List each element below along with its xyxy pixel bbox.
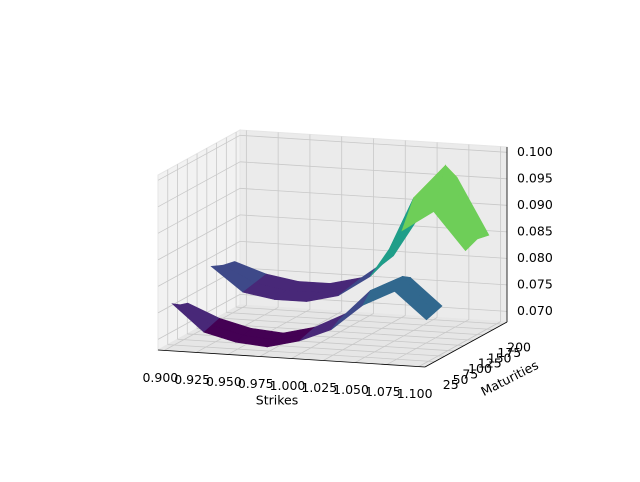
axis-line <box>157 349 426 368</box>
grid-line <box>157 214 241 261</box>
grid-line <box>239 240 508 259</box>
z-tick-label: 0.090 <box>517 197 553 212</box>
z-tick-label: 0.095 <box>517 170 553 185</box>
grid-line <box>206 322 474 341</box>
grid-line <box>157 134 241 181</box>
x-tick-label: 0.975 <box>238 376 274 391</box>
grid-line <box>167 344 435 363</box>
y-tick-label: 150 <box>488 350 512 365</box>
z-tick-label: 0.100 <box>517 144 553 159</box>
x-axis-label: Strikes <box>256 393 298 408</box>
x-tick-label: 1.100 <box>397 386 433 401</box>
grid-line <box>239 267 508 286</box>
y-tick-label: 50 <box>453 372 469 387</box>
grid-line <box>236 306 504 325</box>
z-tick-label: 0.080 <box>517 250 553 265</box>
x-tick-label: 1.025 <box>301 380 337 395</box>
z-tick-label: 0.070 <box>517 303 553 318</box>
y-tick-label: 100 <box>468 361 492 376</box>
x-tick-label: 0.950 <box>206 374 242 389</box>
surface-face <box>433 164 478 252</box>
x-tick-label: 1.000 <box>270 378 306 393</box>
x-tick-label: 1.050 <box>333 382 369 397</box>
grid-line <box>216 317 484 336</box>
axis-line <box>424 321 508 368</box>
y-tick-label: 25 <box>443 377 459 392</box>
y-tick-label: 200 <box>507 340 531 355</box>
grid-line <box>157 187 241 234</box>
x-tick-label: 1.075 <box>365 384 401 399</box>
y-tick-label: 175 <box>497 345 521 360</box>
y-tick-label: 125 <box>478 356 502 371</box>
z-tick-label: 0.075 <box>517 276 553 291</box>
grid-line <box>239 134 508 153</box>
x-tick-label: 0.900 <box>142 370 178 385</box>
grid-line <box>177 338 445 357</box>
z-tick-label: 0.085 <box>517 223 553 238</box>
grid-line <box>226 312 494 330</box>
x-tick-label: 0.925 <box>174 372 210 387</box>
grid-line <box>239 161 508 180</box>
grid-line <box>157 161 241 208</box>
y-tick-label: 75 <box>462 366 478 381</box>
surface-face <box>394 275 435 321</box>
grid-line <box>157 241 241 287</box>
